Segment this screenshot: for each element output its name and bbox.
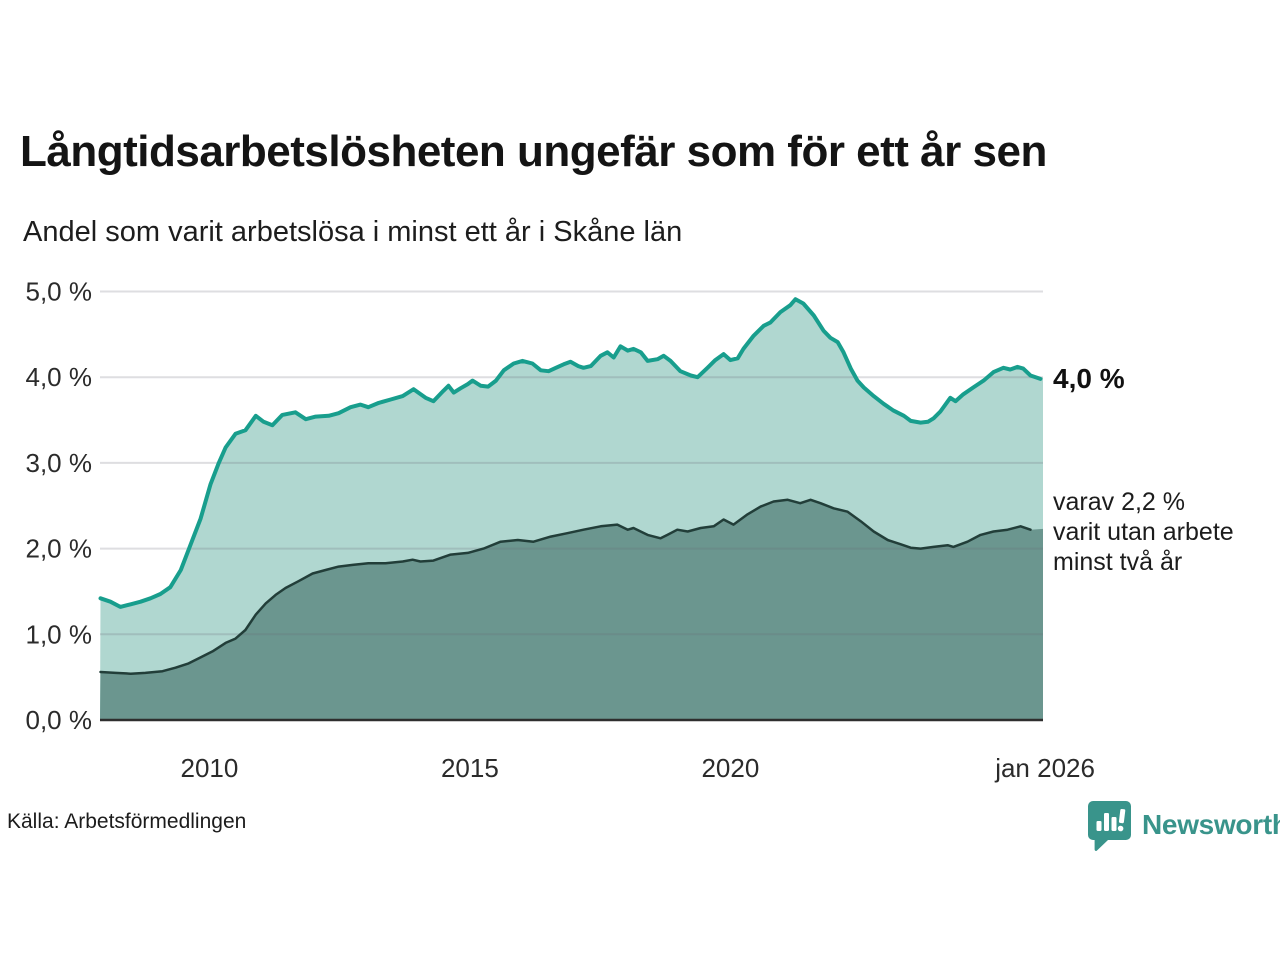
series-end-value-label: 4,0 % xyxy=(1053,363,1125,394)
note-line-2: varit utan arbete xyxy=(1053,518,1234,546)
x-tick-label: 2015 xyxy=(441,753,499,783)
line-series-2 xyxy=(99,498,1032,675)
y-tick-label: 3,0 % xyxy=(26,448,93,478)
x-tick-label: 2020 xyxy=(701,753,759,783)
newsworthy-brand: Newsworthy xyxy=(1086,799,1280,851)
line-series-1 xyxy=(98,297,1043,609)
y-tick-label: 4,0 % xyxy=(26,362,93,392)
x-tick-label: jan 2026 xyxy=(994,753,1095,783)
y-tick-label: 1,0 % xyxy=(26,619,93,649)
note-line-1: varav 2,2 % xyxy=(1053,488,1186,516)
series-note-annotation: varav 2,2 % varit utan arbete minst två … xyxy=(1053,487,1234,577)
page-title: Långtidsarbetslösheten ungefär som för e… xyxy=(20,127,1047,176)
y-tick-label: 5,0 % xyxy=(26,277,93,307)
newsworthy-logo-icon xyxy=(1088,801,1131,851)
brand-name: Newsworthy xyxy=(1142,809,1280,840)
area-series-2 xyxy=(100,499,1043,720)
page-subtitle: Andel som varit arbetslösa i minst ett å… xyxy=(23,216,683,248)
y-tick-label: 0,0 % xyxy=(26,705,93,735)
note-line-3: minst två år xyxy=(1053,548,1183,576)
x-tick-label: 2010 xyxy=(180,753,238,783)
y-tick-label: 2,0 % xyxy=(26,534,93,564)
source-credit: Källa: Arbetsförmedlingen xyxy=(7,810,247,833)
